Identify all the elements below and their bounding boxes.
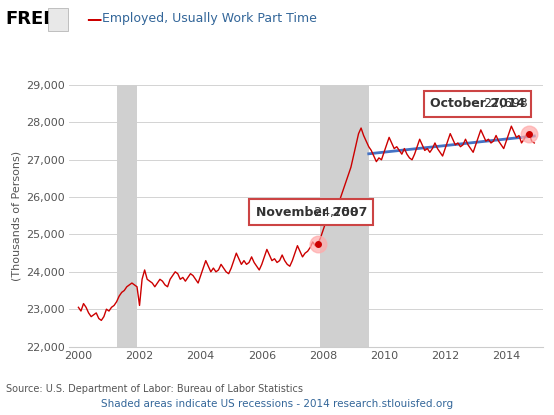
Bar xyxy=(320,85,369,347)
Text: Source: U.S. Department of Labor: Bureau of Labor Statistics: Source: U.S. Department of Labor: Bureau… xyxy=(6,384,302,394)
Text: Employed, Usually Work Part Time: Employed, Usually Work Part Time xyxy=(102,12,317,25)
Text: November 2007: November 2007 xyxy=(255,205,367,219)
Text: —: — xyxy=(86,12,101,27)
Text: : 24,758: : 24,758 xyxy=(306,205,358,219)
Text: FRED: FRED xyxy=(6,10,59,28)
Text: October 2014: October 2014 xyxy=(430,97,525,110)
Text: : 27,693: : 27,693 xyxy=(476,97,527,110)
Y-axis label: (Thousands of Persons): (Thousands of Persons) xyxy=(12,151,22,281)
Text: Shaded areas indicate US recessions - 2014 research.stlouisfed.org: Shaded areas indicate US recessions - 20… xyxy=(101,399,453,409)
Bar xyxy=(116,85,137,347)
